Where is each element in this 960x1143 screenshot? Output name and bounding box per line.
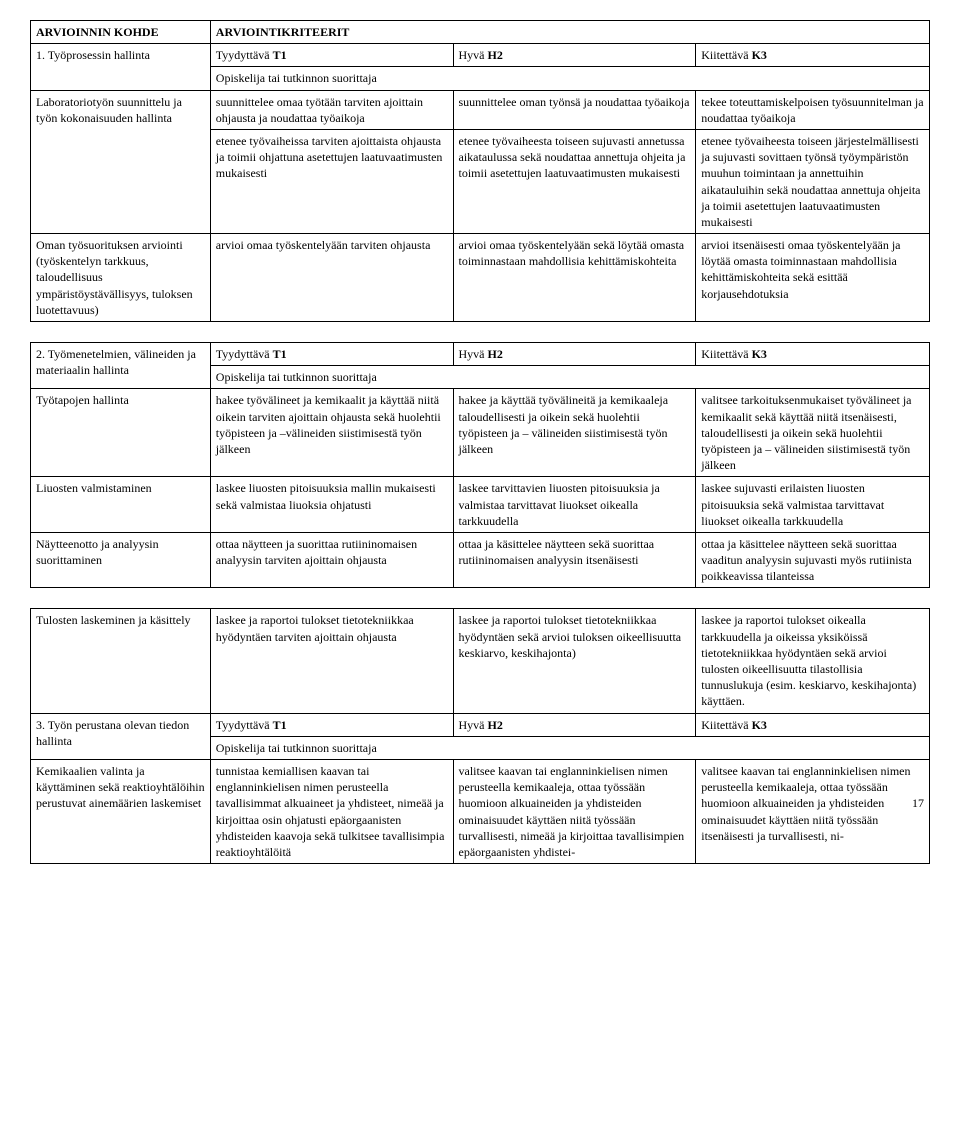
level-t1: Tyydyttävä T1	[210, 343, 453, 366]
row-label: Näytteenotto ja analyysin suorittaminen	[31, 532, 211, 588]
header-kriteerit: ARVIOINTIKRITEERIT	[210, 21, 929, 44]
assessment-table-3: Tulosten laskeminen ja käsittely laskee …	[30, 608, 930, 864]
cell: etenee työvaiheesta toiseen sujuvasti an…	[453, 129, 696, 233]
assessment-table-1: ARVIOINNIN KOHDE ARVIOINTIKRITEERIT 1. T…	[30, 20, 930, 322]
row-label: Tulosten laskeminen ja käsittely	[31, 609, 211, 713]
cell: laskee sujuvasti erilaisten liuosten pit…	[696, 477, 930, 533]
cell: tekee toteuttamiskelpoisen työsuunnitelm…	[696, 90, 930, 129]
cell: arvioi itsenäisesti omaa työskentelyään …	[696, 234, 930, 322]
cell: ottaa ja käsittelee näytteen sekä suorit…	[696, 532, 930, 588]
section2-title: 2. Työmenetelmien, välineiden ja materia…	[31, 343, 211, 389]
level-k3: Kiitettävä K3	[696, 713, 930, 736]
opiskelija-row: Opiskelija tai tutkinnon suorittaja	[210, 366, 929, 389]
level-k3: Kiitettävä K3	[696, 44, 930, 67]
cell: suunnittelee omaa työtään tarviten ajoit…	[210, 90, 453, 129]
section1-title: 1. Työprosessin hallinta	[31, 44, 211, 90]
cell: laskee ja raportoi tulokset tietotekniik…	[210, 609, 453, 713]
row-label: Laboratoriotyön suunnittelu ja työn koko…	[31, 90, 211, 234]
cell: laskee ja raportoi tulokset oikealla tar…	[696, 609, 930, 713]
row-label: Oman työsuorituksen arviointi (työskente…	[31, 234, 211, 322]
cell: hakee työvälineet ja kemikaalit ja käytt…	[210, 389, 453, 477]
level-t1: Tyydyttävä T1	[210, 713, 453, 736]
cell: ottaa näytteen ja suorittaa rutiininomai…	[210, 532, 453, 588]
row-label: Liuosten valmistaminen	[31, 477, 211, 533]
level-k3: Kiitettävä K3	[696, 343, 930, 366]
cell: etenee työvaiheesta toiseen järjestelmäl…	[696, 129, 930, 233]
assessment-table-2: 2. Työmenetelmien, välineiden ja materia…	[30, 342, 930, 588]
cell: laskee tarvittavien liuosten pitoisuuksi…	[453, 477, 696, 533]
level-h2: Hyvä H2	[453, 44, 696, 67]
cell: ottaa ja käsittelee näytteen sekä suorit…	[453, 532, 696, 588]
level-h2: Hyvä H2	[453, 713, 696, 736]
level-h2: Hyvä H2	[453, 343, 696, 366]
cell: valitsee kaavan tai englanninkielisen ni…	[453, 759, 696, 863]
cell: hakee ja käyttää työvälineitä ja kemikaa…	[453, 389, 696, 477]
opiskelija-row: Opiskelija tai tutkinnon suorittaja	[210, 67, 929, 90]
level-t1: Tyydyttävä T1	[210, 44, 453, 67]
cell: tunnistaa kemiallisen kaavan tai englann…	[210, 759, 453, 863]
cell: valitsee tarkoituksenmukaiset työvälinee…	[696, 389, 930, 477]
cell: arvioi omaa työskentelyään sekä löytää o…	[453, 234, 696, 322]
opiskelija-row: Opiskelija tai tutkinnon suorittaja	[210, 736, 929, 759]
cell: laskee ja raportoi tulokset tietotekniik…	[453, 609, 696, 713]
cell: suunnittelee oman työnsä ja noudattaa ty…	[453, 90, 696, 129]
cell: etenee työvaiheissa tarviten ajoittaista…	[210, 129, 453, 233]
cell: arvioi omaa työskentelyään tarviten ohja…	[210, 234, 453, 322]
header-kohde: ARVIOINNIN KOHDE	[31, 21, 211, 44]
row-label: Työtapojen hallinta	[31, 389, 211, 477]
cell: laskee liuosten pitoisuuksia mallin muka…	[210, 477, 453, 533]
row-label: Kemikaalien valinta ja käyttäminen sekä …	[31, 759, 211, 863]
cell: valitsee kaavan tai englanninkielisen ni…	[696, 759, 930, 863]
section3-title: 3. Työn perustana olevan tiedon hallinta	[31, 713, 211, 759]
